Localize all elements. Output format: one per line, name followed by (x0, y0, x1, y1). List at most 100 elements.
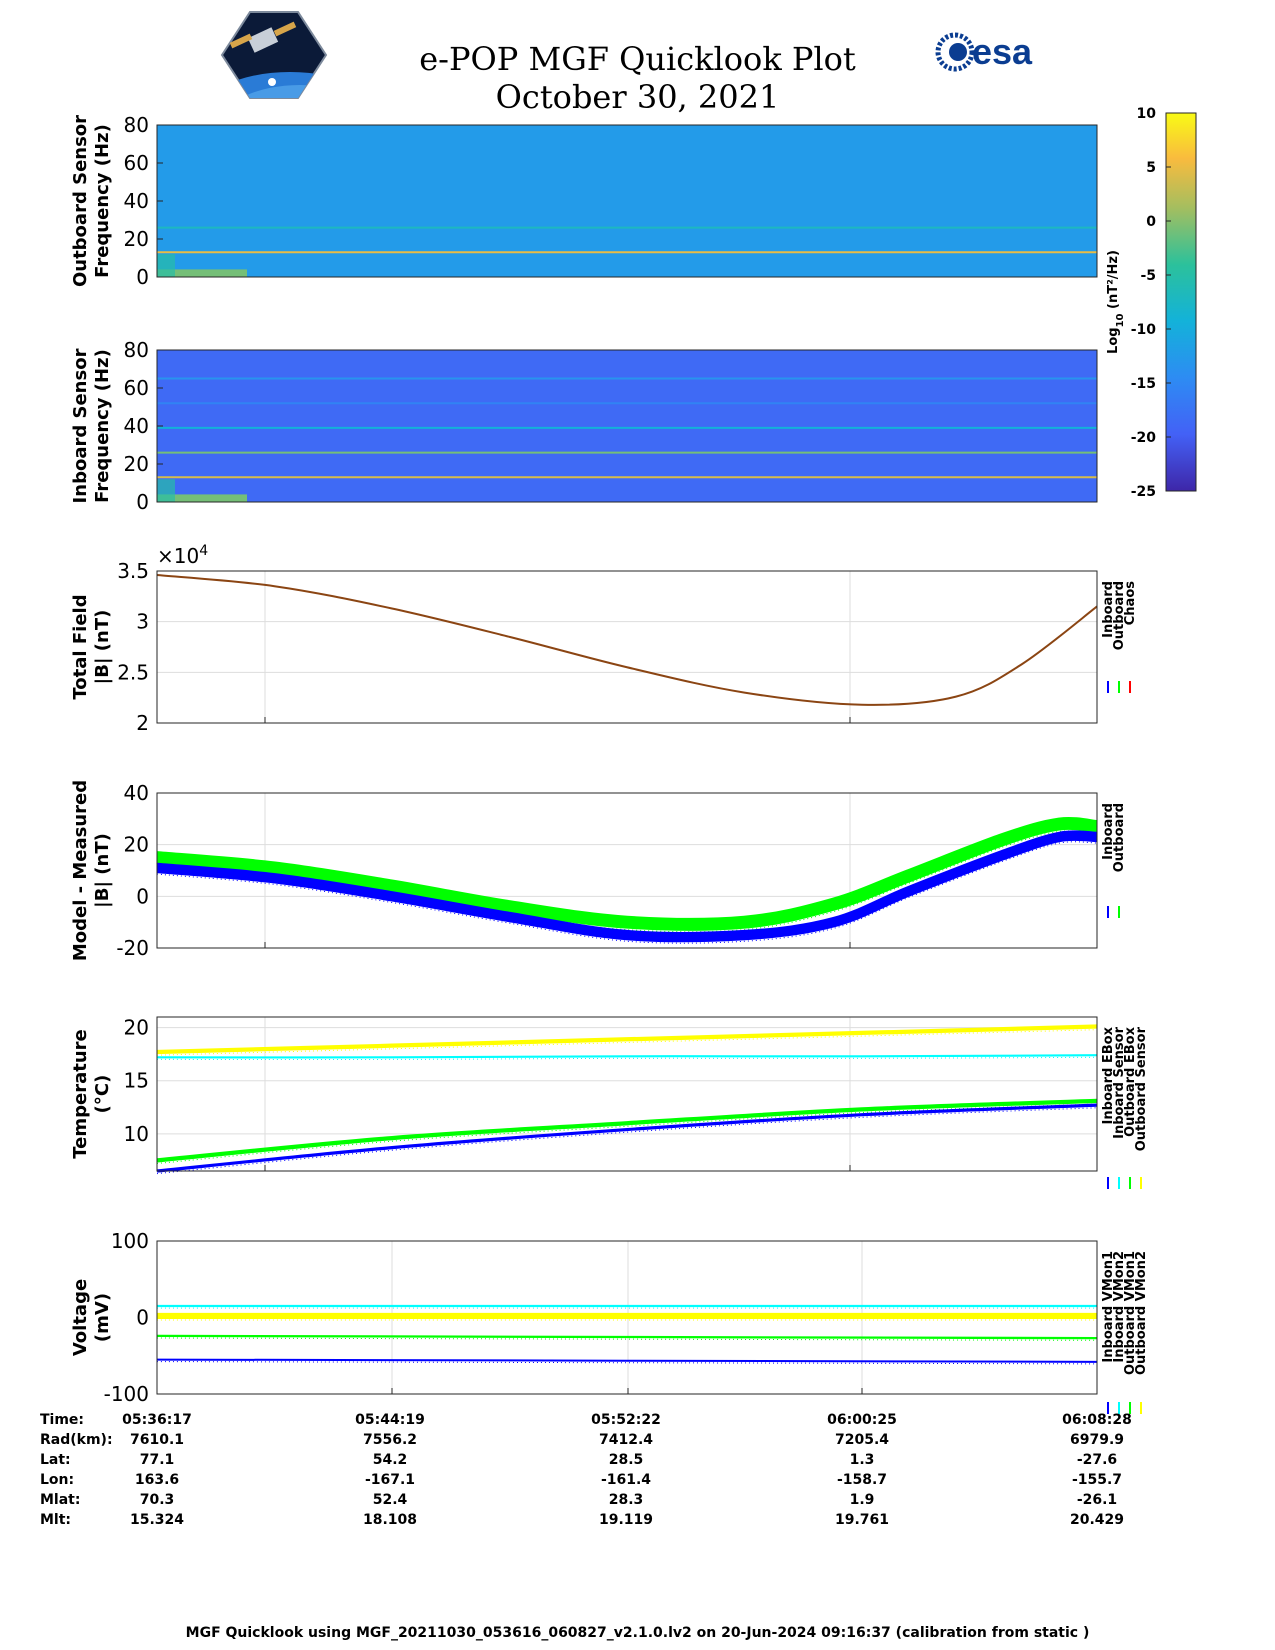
model-minus-measured-ytick: 0 (136, 884, 149, 908)
table-cell: 19.761 (834, 1512, 890, 1528)
total-field-frame (156, 570, 1098, 724)
voltage-series-noise (156, 1361, 1098, 1365)
table-cell: 163.6 (134, 1472, 180, 1488)
colorbar-tick: 0 (1146, 214, 1156, 230)
table-row-label: Time: (40, 1412, 85, 1428)
temperature-ytick: 20 (124, 1016, 149, 1040)
outboard-spectrogram-background (157, 125, 1097, 277)
total-field-ylabel: Total Field|B| (nT) (70, 594, 113, 699)
table-cell: -161.4 (600, 1472, 652, 1488)
temperature-legend-label: Outboard EBox (1123, 1026, 1138, 1136)
model-minus-measured-frame (156, 792, 1098, 949)
table-cell: 15.324 (129, 1512, 185, 1528)
model-minus-measured-series-outboard (156, 816, 1098, 931)
colorbar-tick: -25 (1131, 484, 1156, 500)
temperature-series-outboard-sensor (156, 1024, 1098, 1055)
table-row-label: Lon: (40, 1472, 75, 1488)
inboard-spectrogram-ytick: 0 (136, 490, 149, 514)
colorbar-tick: -10 (1131, 322, 1157, 338)
total-field-ytick: 3.5 (117, 559, 149, 583)
inboard-spectrogram-lowfreq-band (157, 494, 247, 502)
table-row-label: Lat: (40, 1452, 71, 1468)
table-cell: 1.3 (849, 1452, 875, 1468)
voltage-ytick: 0 (136, 1306, 149, 1330)
table-cell: -155.7 (1071, 1472, 1123, 1488)
inboard-spectrogram-ytick: 80 (124, 338, 149, 362)
inboard-spectrogram-lowfreq-burst (157, 479, 175, 502)
table-cell: 7205.4 (834, 1432, 890, 1448)
outboard-spectrogram-ytick: 60 (124, 151, 149, 175)
inboard-spectrogram-ytick: 60 (124, 376, 149, 400)
table-cell: 20.429 (1069, 1512, 1125, 1528)
total-field-legend-label: Chaos (1123, 581, 1138, 625)
table-row-label: Mlt: (40, 1512, 72, 1528)
total-field-exponent: ×104 (157, 543, 208, 568)
total-field-series-chaos (156, 574, 1098, 706)
total-field-legend-label: Outboard (1112, 581, 1127, 650)
table-cell: -27.6 (1076, 1452, 1118, 1468)
table-cell: -26.1 (1076, 1492, 1118, 1508)
total-field-ytick: 3 (136, 610, 149, 634)
model-minus-measured-ytick: 40 (124, 781, 149, 805)
inboard-spectrogram-ylabel: Inboard SensorFrequency (Hz) (70, 348, 113, 503)
esa-wordmark: esa (972, 31, 1033, 72)
table-cell: 54.2 (372, 1452, 408, 1468)
colorbar-label: Log10 (nT²/Hz) (1106, 250, 1126, 354)
outboard-spectrogram-lowfreq-band (157, 269, 247, 277)
table-cell: 05:44:19 (355, 1412, 425, 1428)
footer-caption: MGF Quicklook using MGF_20211030_053616_… (185, 1625, 1090, 1641)
voltage-series-outboard-vmon1 (156, 1334, 1098, 1340)
temperature-ytick: 10 (124, 1122, 149, 1146)
voltage-legend-label: Inboard VMon2 (1112, 1251, 1127, 1363)
table-cell: 7412.4 (598, 1432, 654, 1448)
table-cell: 18.108 (362, 1512, 418, 1528)
model-minus-measured-legend-label: Inboard (1101, 803, 1116, 860)
colorbar-tick: -15 (1131, 376, 1156, 392)
table-cell: -167.1 (364, 1472, 416, 1488)
colorbar-tick: -20 (1131, 430, 1157, 446)
temperature-series-noise (156, 1107, 1098, 1175)
temperature-legend-label: Inboard EBox (1101, 1026, 1116, 1124)
model-minus-measured-legend-label: Outboard (1112, 803, 1127, 872)
inboard-spectrogram-background (157, 350, 1097, 502)
voltage-frame (156, 1240, 1098, 1395)
voltage-legend-label: Inboard VMon1 (1101, 1251, 1116, 1363)
colorbar-tick: 5 (1146, 160, 1156, 176)
temperature-series-noise (156, 1103, 1098, 1165)
table-cell: 1.9 (849, 1492, 875, 1508)
model-minus-measured-ylabel: Model - Measured|B| (nT) (70, 780, 113, 961)
voltage-ylabel: Voltage(mV) (70, 1279, 113, 1356)
outboard-spectrogram-ylabel: Outboard SensorFrequency (Hz) (70, 115, 113, 287)
esa-logo: esa (935, 31, 1033, 72)
temperature-legend-label: Outboard Sensor (1134, 1026, 1149, 1151)
colorbar-tick: 10 (1137, 106, 1157, 122)
table-cell: 05:52:22 (591, 1412, 661, 1428)
temperature-series-outboard-ebox (156, 1098, 1098, 1163)
model-minus-measured-ytick: 20 (124, 833, 149, 857)
colorbar-tick: -5 (1140, 268, 1156, 284)
total-field-plot-area (157, 571, 1097, 723)
inboard-spectrogram-panel: 80 60 40 20 0 (124, 338, 1098, 514)
voltage-ytick: 100 (111, 1229, 149, 1253)
voltage-legend-label: Outboard VMon1 (1123, 1251, 1138, 1375)
table-cell: 06:00:25 (827, 1412, 897, 1428)
inboard-spectrogram-ytick: 20 (124, 452, 149, 476)
table-cell: 19.119 (598, 1512, 654, 1528)
table-cell: 05:36:17 (122, 1412, 192, 1428)
table-cell: 77.1 (139, 1452, 175, 1468)
table-row-label: Rad(km): (40, 1432, 113, 1448)
table-cell: -158.7 (836, 1472, 888, 1488)
plot-title: e-POP MGF Quicklook Plot (419, 40, 856, 78)
voltage-series-noise (156, 1337, 1098, 1341)
outboard-spectrogram-panel: 80 60 40 20 0 (124, 113, 1098, 289)
colorbar: 10 5 0 -5 -10 -15 -20 -25 Log10 (nT²/Hz) (1106, 106, 1197, 500)
model-minus-measured-ytick: -20 (116, 936, 149, 960)
table-cell: 06:08:28 (1062, 1412, 1132, 1428)
inboard-spectrogram-ytick: 40 (124, 414, 149, 438)
temperature-frame (156, 1016, 1098, 1172)
